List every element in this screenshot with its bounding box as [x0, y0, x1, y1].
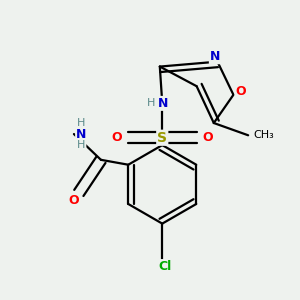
Text: H: H — [77, 140, 86, 150]
Text: O: O — [202, 131, 213, 144]
Text: CH₃: CH₃ — [253, 130, 274, 140]
Text: N: N — [76, 128, 86, 141]
Text: Cl: Cl — [158, 260, 171, 273]
Text: N: N — [210, 50, 220, 63]
Text: H: H — [147, 98, 155, 108]
Text: H: H — [77, 118, 86, 128]
Text: O: O — [236, 85, 246, 98]
Text: O: O — [112, 131, 122, 144]
Text: O: O — [69, 194, 79, 207]
Text: S: S — [157, 131, 167, 145]
Text: N: N — [158, 97, 169, 110]
